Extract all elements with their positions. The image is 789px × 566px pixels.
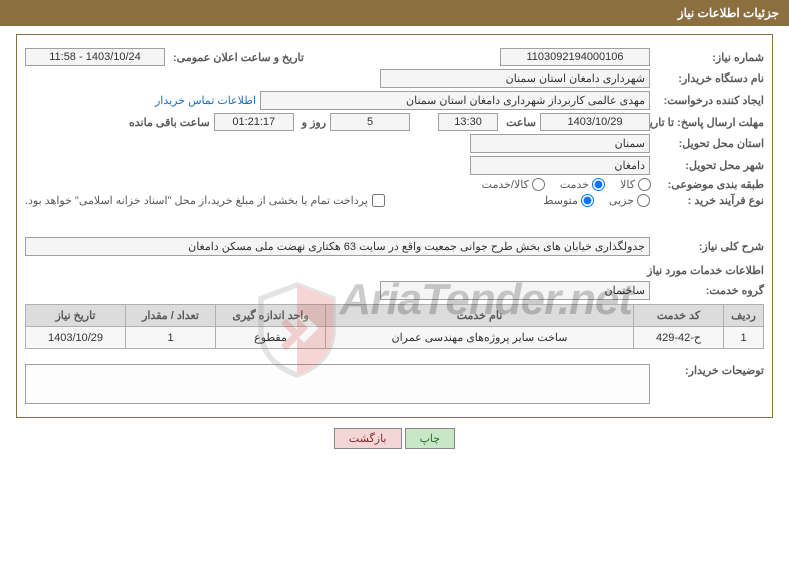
deadline-label: مهلت ارسال پاسخ: تا تاریخ: [654, 116, 764, 129]
pt-radio-minor[interactable] [637, 194, 650, 207]
button-row: چاپ بازگشت [0, 428, 789, 449]
td-date: 1403/10/29 [26, 327, 126, 349]
print-button[interactable]: چاپ [405, 428, 456, 449]
pt-opt1: جزیی [609, 194, 634, 207]
payment-checkbox[interactable] [372, 194, 385, 207]
days-field: 5 [330, 113, 410, 131]
th-date: تاریخ نیاز [26, 305, 126, 327]
remaining-label: ساعت باقی مانده [125, 116, 210, 129]
group-field: ساختمان [380, 281, 650, 300]
contact-link[interactable]: اطلاعات تماس خریدار [155, 94, 256, 107]
page-title: جزئیات اطلاعات نیاز [678, 6, 779, 20]
services-section-label: اطلاعات خدمات مورد نیاز [25, 264, 764, 277]
td-qty: 1 [126, 327, 216, 349]
requester-field: مهدی عالمی کاربرداز شهرداری دامغان استان… [260, 91, 650, 110]
cat-radio-service[interactable] [592, 178, 605, 191]
buyer-desc-box [25, 364, 650, 404]
cat-radio-both[interactable] [532, 178, 545, 191]
th-unit: واحد اندازه گیری [216, 305, 326, 327]
buyer-field: شهرداری دامغان استان سمنان [380, 69, 650, 88]
cat-radio-goods[interactable] [638, 178, 651, 191]
city-label: شهر محل تحویل: [654, 159, 764, 172]
days-and-label: روز و [298, 116, 326, 129]
services-table: ردیف کد خدمت نام خدمت واحد اندازه گیری ت… [25, 304, 764, 349]
need-number-field: 1103092194000106 [500, 48, 650, 66]
time-label: ساعت [502, 116, 536, 129]
table-row: 1 ح-42-429 ساخت سایر پروژه‌های مهندسی عم… [26, 327, 764, 349]
buyer-label: نام دستگاه خریدار: [654, 72, 764, 85]
back-button[interactable]: بازگشت [334, 428, 402, 449]
province-label: استان محل تحویل: [654, 137, 764, 150]
deadline-date-field: 1403/10/29 [540, 113, 650, 131]
province-field: سمنان [470, 134, 650, 153]
page-header: جزئیات اطلاعات نیاز [0, 0, 789, 26]
td-code: ح-42-429 [634, 327, 724, 349]
cat-opt3: کالا/خدمت [482, 178, 529, 191]
cat-opt2: خدمت [560, 178, 589, 191]
th-name: نام خدمت [326, 305, 634, 327]
th-code: کد خدمت [634, 305, 724, 327]
th-qty: تعداد / مقدار [126, 305, 216, 327]
category-label: طبقه بندی موضوعی: [654, 178, 764, 191]
summary-field: جدولگذاری خیابان های بخش طرح جوانی جمعیت… [25, 237, 650, 256]
summary-label: شرح کلی نیاز: [654, 240, 764, 253]
need-number-label: شماره نیاز: [654, 51, 764, 64]
pt-opt2: متوسط [543, 194, 578, 207]
announce-field: 1403/10/24 - 11:58 [25, 48, 165, 66]
th-row: ردیف [724, 305, 764, 327]
announce-label: تاریخ و ساعت اعلان عمومی: [169, 51, 304, 64]
requester-label: ایجاد کننده درخواست: [654, 94, 764, 107]
countdown-field: 01:21:17 [214, 113, 294, 131]
group-label: گروه خدمت: [654, 284, 764, 297]
buyer-desc-label: توضیحات خریدار: [654, 360, 764, 377]
td-name: ساخت سایر پروژه‌های مهندسی عمران [326, 327, 634, 349]
td-unit: مقطوع [216, 327, 326, 349]
city-field: دامغان [470, 156, 650, 175]
deadline-time-field: 13:30 [438, 113, 498, 131]
pt-radio-medium[interactable] [581, 194, 594, 207]
payment-note: پرداخت تمام یا بخشی از مبلغ خرید،از محل … [25, 194, 368, 207]
main-container: AriaTender.net شماره نیاز: 1103092194000… [16, 34, 773, 418]
cat-opt1: کالا [620, 178, 635, 191]
purchase-type-label: نوع فرآیند خرید : [654, 194, 764, 207]
td-row: 1 [724, 327, 764, 349]
